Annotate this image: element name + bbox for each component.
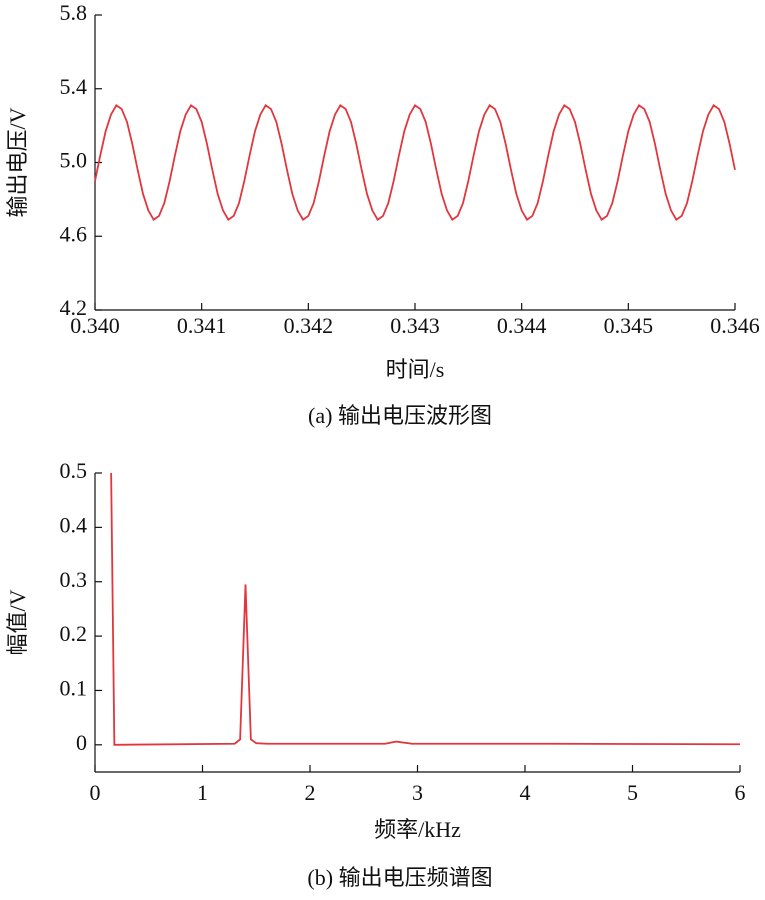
x-tick-label: 0.344	[497, 313, 547, 338]
x-axis-label: 频率/kHz	[374, 817, 461, 842]
caption: (b) 输出电压频谱图	[307, 865, 492, 890]
x-tick-label: 2	[305, 780, 316, 805]
y-tick-label: 0.3	[60, 567, 88, 592]
y-tick-label: 0.4	[60, 512, 88, 537]
x-tick-label: 0.340	[70, 313, 120, 338]
data-line	[94, 104, 736, 221]
x-tick-label: 5	[627, 780, 638, 805]
y-tick-label: 5.0	[60, 148, 88, 173]
x-tick-label: 0.342	[284, 313, 334, 338]
x-tick-label: 3	[412, 780, 423, 805]
y-tick-label: 5.8	[60, 0, 88, 25]
data-line	[110, 472, 741, 746]
y-tick-label: 0.5	[60, 458, 88, 483]
x-tick-label: 4	[520, 780, 531, 805]
y-tick-label: 4.2	[60, 295, 88, 320]
x-axis-label: 时间/s	[386, 357, 445, 382]
y-axis-label: 输出电压/V	[5, 107, 30, 217]
x-tick-label: 1	[197, 780, 208, 805]
x-tick-label: 0	[90, 780, 101, 805]
y-tick-label: 0.1	[60, 676, 88, 701]
x-tick-label: 0.346	[710, 313, 760, 338]
y-tick-label: 4.6	[60, 221, 88, 246]
x-tick-label: 6	[735, 780, 746, 805]
caption: (a) 输出电压波形图	[308, 403, 492, 428]
y-tick-label: 0	[76, 730, 87, 755]
x-tick-label: 0.341	[177, 313, 227, 338]
y-tick-label: 5.4	[60, 74, 88, 99]
y-tick-label: 0.2	[60, 621, 88, 646]
x-tick-label: 0.345	[604, 313, 654, 338]
x-tick-label: 0.343	[390, 313, 440, 338]
y-axis-label: 幅值/V	[5, 589, 30, 655]
